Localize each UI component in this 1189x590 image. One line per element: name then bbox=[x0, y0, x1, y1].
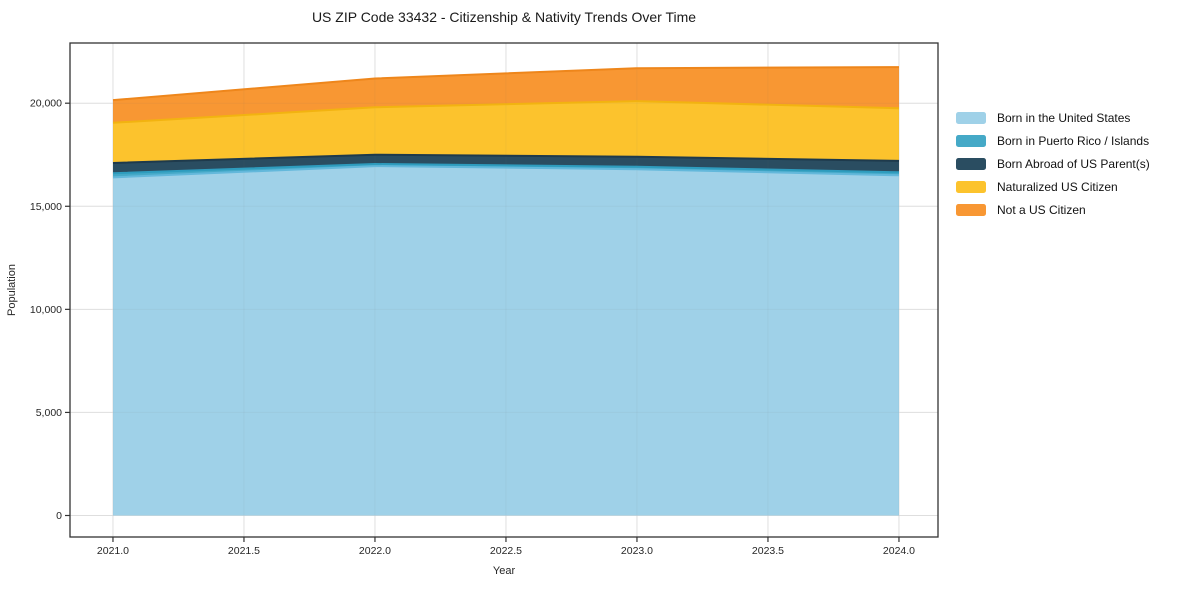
y-tick-label: 20,000 bbox=[30, 98, 62, 110]
legend-item-4: Not a US Citizen bbox=[956, 198, 1150, 221]
legend-label: Born in the United States bbox=[997, 110, 1131, 125]
legend-label: Naturalized US Citizen bbox=[997, 179, 1118, 194]
x-tick-label: 2023.0 bbox=[621, 545, 653, 557]
y-tick-label: 0 bbox=[56, 510, 62, 522]
legend-swatch-icon bbox=[956, 134, 986, 147]
area-series-4 bbox=[113, 67, 899, 123]
legend-label: Born Abroad of US Parent(s) bbox=[997, 156, 1150, 171]
x-tick-label: 2021.0 bbox=[97, 545, 129, 557]
series-top-line-3 bbox=[112, 100, 900, 124]
legend-item-0: Born in the United States bbox=[956, 106, 1150, 129]
series-top-line-0 bbox=[112, 165, 900, 179]
area-series-3 bbox=[113, 101, 899, 163]
y-tick-label: 15,000 bbox=[30, 201, 62, 213]
series-top-line-2 bbox=[112, 153, 900, 164]
x-tick-label: 2021.5 bbox=[228, 545, 260, 557]
axes-spines bbox=[69, 42, 939, 538]
x-tick-label: 2023.5 bbox=[752, 545, 784, 557]
legend-swatch-icon bbox=[956, 203, 986, 216]
legend: Born in the United States Born in Puerto … bbox=[956, 106, 1150, 221]
legend-item-1: Born in Puerto Rico / Islands bbox=[956, 129, 1150, 152]
legend-swatch-icon bbox=[956, 180, 986, 193]
series-top-line-4 bbox=[112, 66, 900, 102]
x-tick-label: 2022.5 bbox=[490, 545, 522, 557]
legend-label: Born in Puerto Rico / Islands bbox=[997, 133, 1150, 148]
legend-item-3: Naturalized US Citizen bbox=[956, 175, 1150, 198]
x-axis-label: Year bbox=[492, 565, 516, 577]
legend-item-2: Born Abroad of US Parent(s) bbox=[956, 152, 1150, 175]
x-tick-label: 2022.0 bbox=[359, 545, 391, 557]
legend-swatch-icon bbox=[956, 157, 986, 170]
legend-label: Not a US Citizen bbox=[997, 202, 1086, 217]
y-tick-label: 5,000 bbox=[36, 407, 62, 419]
area-series-2 bbox=[113, 154, 899, 174]
series-top-line-1 bbox=[112, 163, 900, 175]
chart-title: US ZIP Code 33432 - Citizenship & Nativi… bbox=[311, 9, 697, 25]
legend-swatch-icon bbox=[956, 111, 986, 124]
area-series-1 bbox=[113, 164, 899, 178]
x-tick-label: 2024.0 bbox=[883, 545, 915, 557]
area-series-0 bbox=[113, 166, 899, 516]
y-tick-label: 10,000 bbox=[30, 304, 62, 316]
